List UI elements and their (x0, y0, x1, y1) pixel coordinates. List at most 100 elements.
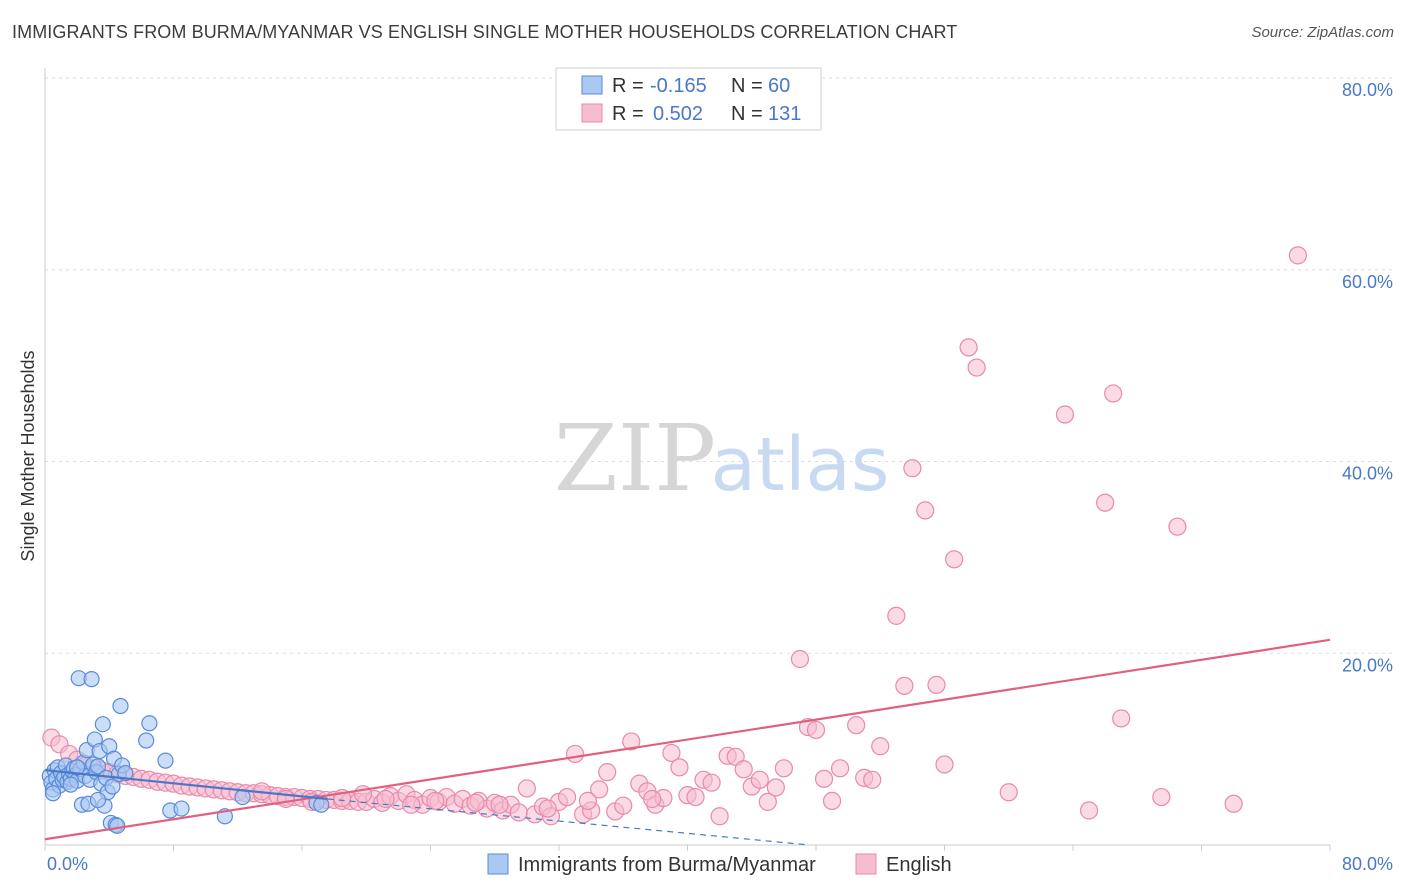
english-point-68 (590, 780, 609, 799)
y-axis-label: Single Mother Households (18, 350, 38, 561)
english-point-95 (814, 769, 834, 788)
english-point-107 (935, 755, 954, 774)
source-credit: Source: ZipAtlas.com (1251, 24, 1394, 41)
legend-r-label-pink: R = (612, 103, 644, 125)
burma-point-46 (117, 764, 134, 782)
burma-point-42 (109, 817, 126, 834)
english-trend-line (44, 638, 1331, 841)
burma-point-58 (69, 759, 86, 776)
english-point-97 (830, 759, 850, 778)
watermark-atlas: atlas (711, 422, 890, 508)
english-point-104 (903, 459, 922, 478)
english-point-110 (967, 358, 986, 377)
tick-labels: 20.0% 40.0% 60.0% 80.0% 0.0% 80.0% (47, 80, 1393, 874)
english-point-69 (598, 763, 617, 782)
english-point-102 (887, 606, 906, 625)
legend-n-label-blue: N = (731, 75, 763, 97)
english-point-83 (710, 807, 729, 826)
legend-r-label-blue: R = (612, 75, 644, 97)
english-point-89 (758, 792, 777, 811)
english-point-86 (734, 760, 753, 779)
english-point-111 (999, 783, 1018, 802)
english-point-119 (1224, 794, 1243, 813)
english-point-130 (490, 795, 509, 814)
english-points (42, 246, 1307, 826)
burma-point-57 (62, 776, 79, 793)
bottom-legend-swatch-blue (487, 853, 509, 875)
english-point-80 (686, 787, 705, 807)
english-point-77 (662, 743, 681, 763)
stats-legend: R = -0.165 N = 60 R = 0.502 N = 131 (555, 67, 822, 131)
english-point-82 (702, 773, 721, 792)
watermark-zip: ZIP (554, 405, 716, 512)
english-point-106 (927, 675, 946, 694)
english-point-115 (1104, 384, 1123, 403)
english-point-101 (871, 737, 890, 756)
english-point-94 (806, 720, 826, 740)
english-point-103 (895, 676, 914, 695)
burma-point-48 (141, 715, 158, 732)
y-tick-label-1: 40.0% (1342, 464, 1393, 484)
english-point-98 (847, 716, 866, 735)
legend-r-value-blue: -0.165 (650, 75, 707, 97)
burma-point-59 (89, 791, 107, 809)
burma-point-49 (157, 752, 174, 769)
y-tick-label-2: 60.0% (1342, 272, 1393, 292)
english-point-59 (517, 779, 536, 798)
burma-point-56 (44, 785, 62, 802)
english-point-113 (1079, 801, 1099, 820)
burma-point-33 (94, 716, 111, 733)
english-point-120 (1288, 246, 1307, 265)
legend-swatch-pink (581, 103, 603, 123)
burma-trend-extension (327, 798, 810, 846)
english-point-133 (643, 789, 662, 809)
legend-swatch-blue (581, 75, 603, 95)
bottom-legend-pink: English (886, 854, 952, 876)
burma-point-47 (138, 732, 155, 749)
burma-point-26 (83, 671, 100, 688)
legend-n-value-blue: 60 (768, 75, 790, 97)
axes (44, 68, 1331, 851)
english-point-88 (750, 770, 769, 789)
english-point-100 (863, 770, 882, 789)
english-point-92 (790, 649, 810, 669)
bottom-legend-swatch-pink (855, 853, 877, 875)
bottom-legend-blue: Immigrants from Burma/Myanmar (518, 854, 816, 876)
y-tick-label-3: 80.0% (1342, 80, 1393, 100)
burma-point-44 (112, 697, 129, 715)
english-point-91 (774, 759, 793, 778)
english-point-72 (622, 732, 641, 751)
english-point-105 (916, 501, 935, 520)
english-point-126 (376, 789, 395, 809)
english-point-108 (945, 550, 964, 569)
english-point-127 (402, 795, 421, 814)
english-point-96 (822, 791, 842, 810)
y-tick-label-0: 20.0% (1342, 655, 1393, 675)
english-point-129 (466, 793, 485, 812)
burma-point-51 (173, 800, 190, 817)
english-point-116 (1112, 709, 1131, 728)
legend-n-value-pink: 131 (768, 103, 801, 125)
grid-lines (45, 77, 1392, 654)
legend-n-label-pink: N = (731, 103, 763, 125)
english-point-114 (1096, 493, 1115, 512)
x-tick-label-1: 80.0% (1342, 854, 1393, 874)
chart-title: IMMIGRANTS FROM BURMA/MYANMAR VS ENGLISH… (12, 22, 958, 42)
english-point-117 (1152, 787, 1171, 807)
burma-point-39 (104, 778, 121, 795)
trend-lines (44, 638, 1331, 846)
english-point-131 (538, 799, 557, 818)
english-point-65 (565, 744, 585, 764)
legend-r-value-pink: 0.502 (653, 103, 703, 125)
english-point-128 (426, 791, 445, 810)
english-point-90 (766, 778, 785, 797)
english-point-78 (670, 758, 689, 777)
watermark: ZIP atlas (554, 405, 890, 512)
english-point-112 (1055, 405, 1075, 424)
x-tick-label-0: 0.0% (47, 854, 88, 874)
english-point-71 (614, 796, 633, 815)
series-legend: Immigrants from Burma/Myanmar English (487, 853, 952, 876)
english-point-118 (1168, 517, 1187, 536)
english-point-64 (557, 787, 577, 807)
